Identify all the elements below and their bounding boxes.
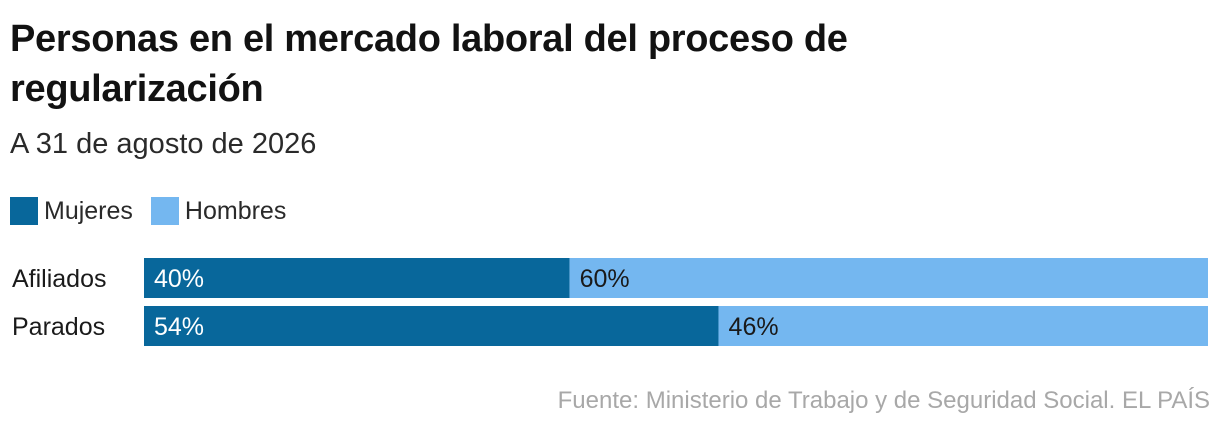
- bar-afiliados-mujeres: [144, 258, 570, 298]
- category-label-parados: Parados: [12, 313, 105, 341]
- data-label-parados-hombres: 46%: [729, 313, 779, 341]
- legend-label-hombres: Hombres: [184, 197, 287, 225]
- bar-parados-hombres: [718, 306, 1208, 346]
- chart-title: Personas en el mercado laboral del proce…: [10, 18, 848, 110]
- legend-swatch-mujeres: [10, 197, 38, 225]
- data-label-afiliados-mujeres: 40%: [154, 265, 204, 293]
- source-note: Fuente: Ministerio de Trabajo y de Segur…: [557, 387, 1210, 414]
- legend-swatch-hombres: [150, 197, 179, 225]
- data-label-parados-mujeres: 54%: [154, 313, 204, 341]
- bar-afiliados-hombres: [569, 258, 1208, 298]
- category-label-afiliados: Afiliados: [12, 265, 107, 293]
- stacked-bar-chart: Afiliados 40% 60% Parados 54% 46%: [12, 258, 1208, 346]
- bar-parados-mujeres: [144, 306, 719, 346]
- legend-item-mujeres: Mujeres: [10, 196, 133, 226]
- legend-item-hombres: Hombres: [150, 196, 287, 226]
- legend: Mujeres Hombres: [10, 196, 304, 226]
- chart-subtitle: A 31 de agosto de 2026: [10, 128, 317, 160]
- data-label-afiliados-hombres: 60%: [580, 265, 630, 293]
- legend-label-mujeres: Mujeres: [44, 197, 133, 225]
